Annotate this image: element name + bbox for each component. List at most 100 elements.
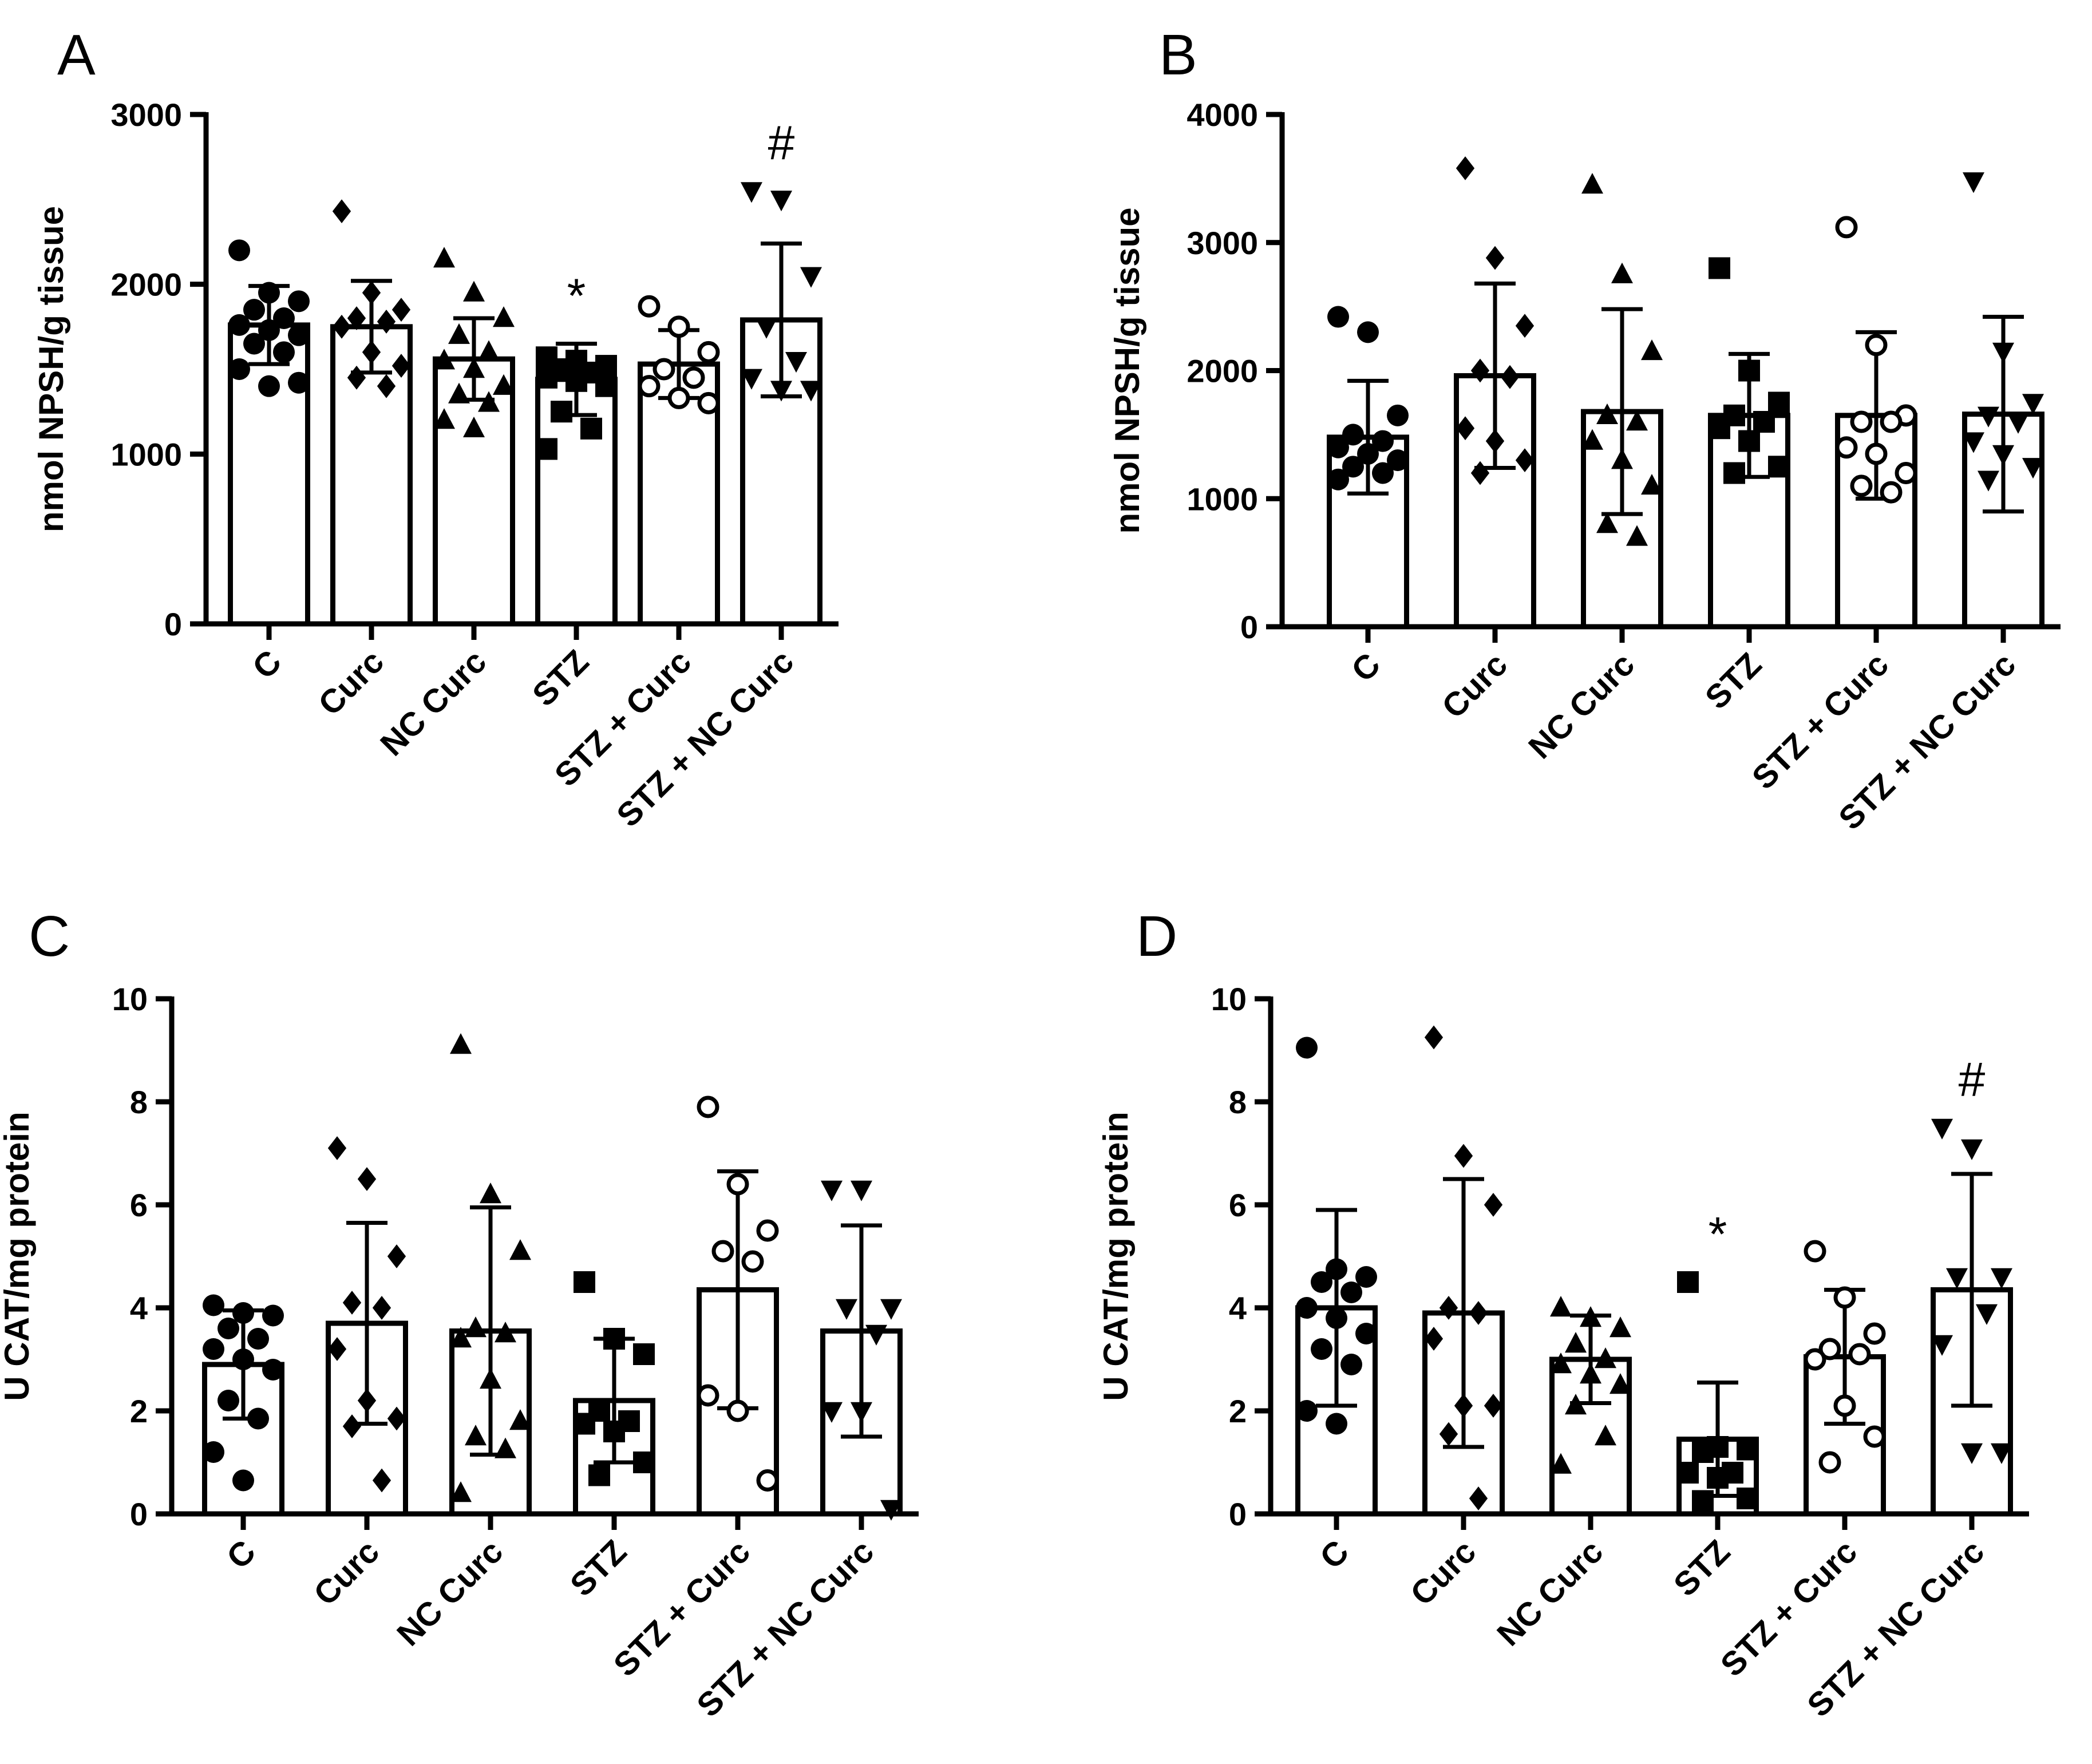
data-point — [217, 1390, 239, 1411]
data-point — [1485, 429, 1505, 453]
x-tick-label: Curc — [307, 1533, 386, 1612]
data-point — [1550, 1453, 1572, 1474]
data-point — [1961, 1139, 1983, 1160]
data-point — [1978, 406, 1999, 428]
data-point — [1326, 1307, 1347, 1329]
data-point — [327, 1337, 347, 1361]
data-point — [741, 369, 762, 390]
data-point — [463, 280, 485, 302]
data-point — [372, 1296, 391, 1320]
x-tick-label: Curc — [311, 643, 391, 722]
data-point — [821, 1402, 843, 1423]
data-point — [697, 1384, 719, 1407]
data-point — [377, 310, 396, 334]
data-point — [1738, 359, 1760, 382]
data-point — [1340, 1282, 1362, 1303]
data-point — [1456, 156, 1475, 180]
data-point — [357, 1389, 377, 1413]
data-point — [480, 1182, 501, 1204]
data-point — [726, 1173, 749, 1196]
panel-letter: D — [1136, 904, 1177, 968]
panel-letter: A — [57, 23, 96, 87]
data-point — [509, 1239, 531, 1260]
data-point — [1818, 1338, 1841, 1360]
data-point — [1707, 1467, 1729, 1489]
data-point — [1609, 1373, 1631, 1394]
y-tick-label: 1000 — [110, 436, 182, 472]
y-tick-label: 8 — [1229, 1084, 1247, 1120]
data-point — [1327, 306, 1349, 328]
data-point — [347, 306, 366, 330]
data-point — [1768, 456, 1790, 478]
significance-marker: * — [1709, 1207, 1727, 1261]
data-point — [450, 1033, 472, 1054]
data-point — [1470, 461, 1490, 485]
data-point — [1677, 1462, 1699, 1484]
y-tick-label: 10 — [112, 981, 148, 1017]
data-point — [1581, 173, 1603, 194]
data-point — [1387, 404, 1409, 426]
significance-marker: # — [1959, 1053, 1986, 1106]
y-axis-label: nmol NPSH/g tissue — [32, 206, 70, 532]
data-point — [1963, 172, 1984, 193]
x-tick-label: NC Curc — [390, 1533, 510, 1653]
data-point — [1865, 442, 1888, 465]
data-point — [1641, 473, 1663, 495]
data-point — [595, 375, 617, 397]
y-tick-label: 3000 — [110, 97, 182, 133]
data-point — [1738, 430, 1760, 452]
y-tick-label: 2000 — [1187, 353, 1258, 389]
data-point — [1863, 1322, 1886, 1345]
data-point — [1327, 436, 1349, 458]
x-tick-label: STZ + NC Curc — [610, 643, 801, 834]
data-point — [770, 191, 792, 212]
data-point — [1804, 1240, 1826, 1263]
data-point — [865, 1324, 887, 1346]
data-point — [228, 358, 250, 380]
data-point — [800, 381, 822, 402]
data-point — [697, 391, 720, 414]
x-tick-label: Curc — [1403, 1533, 1483, 1612]
data-point — [247, 1328, 269, 1350]
y-tick-label: 0 — [130, 1496, 148, 1532]
x-tick-label: NC Curc — [1490, 1533, 1610, 1653]
data-point — [1372, 462, 1394, 484]
data-point — [1311, 1271, 1332, 1293]
data-point — [1387, 449, 1409, 472]
data-point — [465, 1316, 487, 1338]
data-point — [1976, 1304, 1998, 1325]
data-point — [450, 1481, 472, 1502]
data-point — [1469, 1486, 1488, 1510]
data-point — [1961, 1443, 1983, 1464]
y-tick-label: 4 — [1229, 1290, 1247, 1326]
data-point — [1611, 262, 1633, 283]
data-point — [1342, 424, 1364, 446]
data-point — [588, 1464, 610, 1486]
data-point — [1818, 1451, 1841, 1474]
data-point — [1326, 1258, 1347, 1280]
data-point — [1850, 474, 1873, 497]
data-point — [1863, 1425, 1886, 1448]
data-point — [2007, 413, 2029, 434]
data-point — [1850, 410, 1873, 433]
data-point — [1835, 216, 1858, 239]
data-point — [288, 290, 310, 313]
data-point — [1469, 1301, 1488, 1325]
data-point — [1737, 1488, 1758, 1509]
data-point — [1835, 436, 1858, 459]
data-point — [565, 370, 587, 392]
data-point — [217, 1318, 239, 1339]
data-point — [1485, 246, 1505, 270]
data-point — [1865, 334, 1888, 357]
data-point — [785, 351, 807, 373]
data-point — [1342, 456, 1364, 478]
data-point — [1609, 1316, 1631, 1338]
data-point — [1550, 1296, 1572, 1317]
data-point — [682, 366, 705, 389]
data-point — [1484, 1394, 1503, 1418]
data-point — [1595, 1425, 1616, 1446]
data-point — [347, 365, 366, 390]
data-point — [603, 1328, 625, 1350]
data-point — [247, 1407, 269, 1430]
